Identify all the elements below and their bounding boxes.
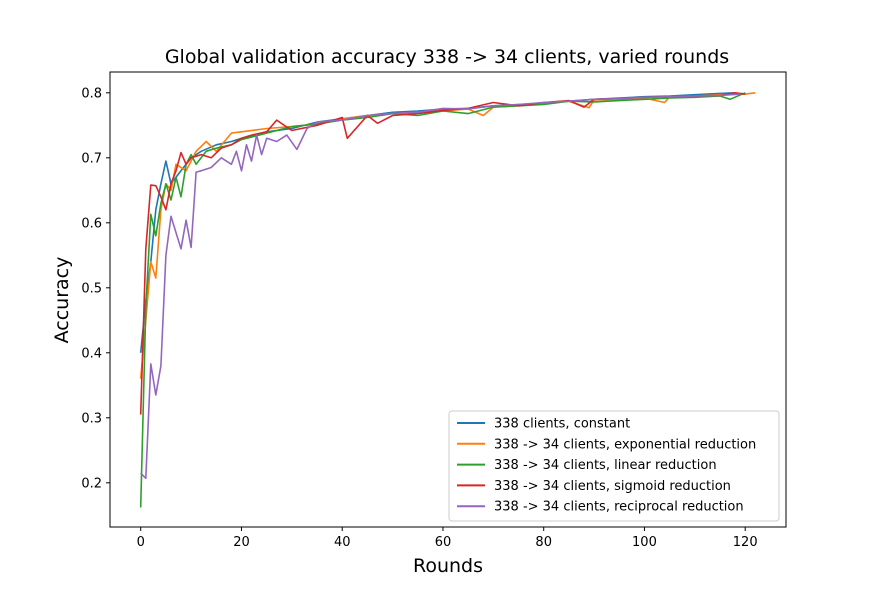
x-tick-label: 100 [632, 535, 657, 550]
x-tick-label: 120 [733, 535, 758, 550]
legend-box [448, 410, 780, 522]
series-line-5 [140, 93, 741, 480]
x-tick-label: 20 [233, 535, 250, 550]
y-tick-label: 0.3 [81, 411, 102, 426]
series-layer [139, 92, 756, 508]
legend: 338 clients, constant 338 -> 34 clients, … [448, 410, 780, 522]
x-axis-label: Rounds [413, 555, 483, 577]
plot-frame [109, 71, 787, 528]
legend-label: 338 clients, constant [494, 417, 630, 432]
x-tick-label: 0 [137, 535, 145, 550]
y-tick-label: 0.4 [81, 346, 102, 361]
chart-title: Global validation accuracy 338 -> 34 cli… [165, 46, 729, 68]
x-tick-label: 80 [535, 535, 552, 550]
legend-label: 338 -> 34 clients, linear reduction [494, 458, 717, 473]
series-line-3 [139, 92, 746, 508]
legend-label: 338 -> 34 clients, exponential reduction [494, 437, 756, 452]
y-tick-label: 0.5 [81, 281, 102, 296]
y-axis-label: Accuracy [51, 257, 73, 344]
legend-label: 338 -> 34 clients, reciprocal reduction [494, 500, 744, 515]
plot-area: 0 20 40 60 80 100 120 0.2 0.3 0.4 0.5 0.6 0.7 0.8 [81, 71, 787, 550]
y-tick-label: 0.2 [81, 476, 102, 491]
legend-label: 338 -> 34 clients, sigmoid reduction [494, 479, 731, 494]
y-tick-label: 0.7 [81, 151, 102, 166]
x-tick-label: 60 [435, 535, 452, 550]
x-axis: 0 20 40 60 80 100 120 [137, 527, 758, 550]
y-axis: 0.2 0.3 0.4 0.5 0.6 0.7 0.8 [81, 86, 110, 491]
y-tick-label: 0.6 [81, 216, 102, 231]
x-tick-label: 40 [334, 535, 351, 550]
y-tick-label: 0.8 [81, 86, 102, 101]
